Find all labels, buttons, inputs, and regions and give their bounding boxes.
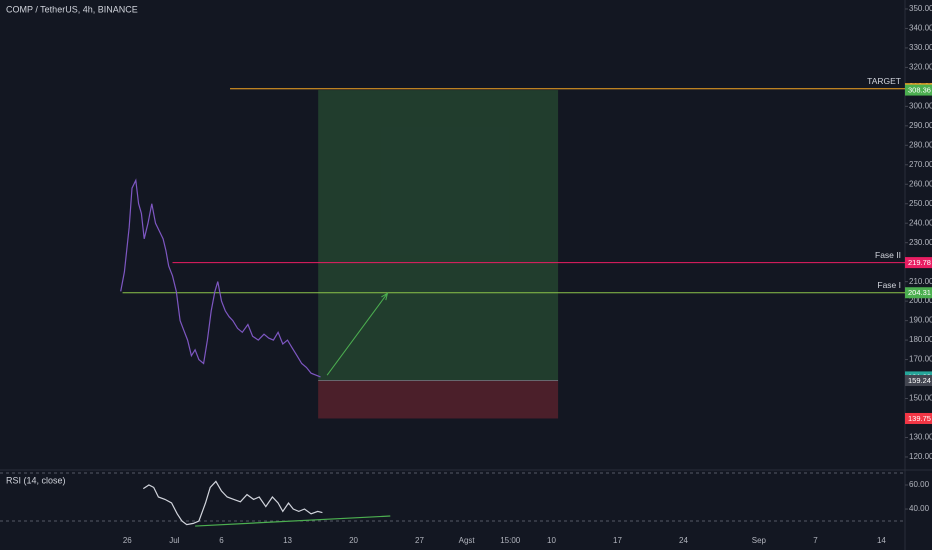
price-tag — [905, 375, 932, 387]
x-tick-label: Sep — [752, 536, 767, 545]
price-tag-label: 219.78 — [908, 258, 931, 267]
rsi-title: RSI (14, close) — [6, 475, 66, 485]
x-tick-label: 27 — [415, 536, 424, 545]
level-label: TARGET — [867, 76, 901, 86]
price-tag — [905, 287, 932, 299]
price-tag-label: 139.75 — [908, 414, 931, 423]
y-tick-label: 150.00 — [909, 394, 932, 403]
y-tick-label: 300.00 — [909, 101, 932, 110]
price-line — [120, 178, 321, 378]
rsi-line — [142, 480, 323, 526]
level-label: Fase II — [875, 250, 901, 260]
y-tick-label: 40.00 — [909, 504, 930, 513]
y-tick-label: 170.00 — [909, 355, 932, 364]
trend-line — [195, 515, 391, 527]
arrow-line — [326, 293, 388, 376]
price-tag-label: 159.24 — [908, 376, 931, 385]
price-tag — [905, 257, 932, 269]
x-tick-label: Agst — [459, 536, 476, 545]
x-tick-label: 26 — [123, 536, 132, 545]
profit-zone — [318, 90, 559, 381]
y-tick-label: 230.00 — [909, 238, 932, 247]
arrow-head — [381, 292, 389, 301]
x-tick-label: 7 — [813, 536, 818, 545]
y-tick-label: 290.00 — [909, 121, 932, 130]
y-tick-label: 320.00 — [909, 63, 932, 72]
y-tick-label: 210.00 — [909, 277, 932, 286]
x-tick-label: Jul — [169, 536, 179, 545]
x-tick-label: 17 — [613, 536, 622, 545]
y-tick-label: 60.00 — [909, 480, 930, 489]
y-tick-label: 240.00 — [909, 218, 932, 227]
price-tag-label: 308.36 — [908, 86, 931, 95]
x-tick-label: 6 — [219, 536, 224, 545]
x-tick-label: 13 — [283, 536, 292, 545]
loss-zone — [318, 380, 559, 419]
x-tick-label: 14 — [877, 536, 886, 545]
chart-title: COMP / TetherUS, 4h, BINANCE — [6, 4, 138, 14]
y-tick-label: 120.00 — [909, 452, 932, 461]
price-tag-label: 204.31 — [908, 288, 931, 297]
y-tick-label: 250.00 — [909, 199, 932, 208]
y-tick-label: 130.00 — [909, 433, 932, 442]
y-tick-label: 180.00 — [909, 335, 932, 344]
x-tick-label: 20 — [349, 536, 358, 545]
y-tick-label: 330.00 — [909, 43, 932, 52]
y-tick-label: 260.00 — [909, 179, 932, 188]
y-tick-label: 200.00 — [909, 296, 932, 305]
x-tick-label: 10 — [547, 536, 556, 545]
price-tag — [905, 84, 932, 96]
x-tick-label: 24 — [679, 536, 688, 545]
x-tick-label: 15:00 — [500, 536, 521, 545]
y-tick-label: 190.00 — [909, 316, 932, 325]
y-tick-label: 350.00 — [909, 4, 932, 13]
price-tag — [905, 412, 932, 424]
y-tick-label: 340.00 — [909, 24, 932, 33]
y-tick-label: 280.00 — [909, 140, 932, 149]
y-tick-label: 270.00 — [909, 160, 932, 169]
level-label: Fase I — [877, 280, 901, 290]
